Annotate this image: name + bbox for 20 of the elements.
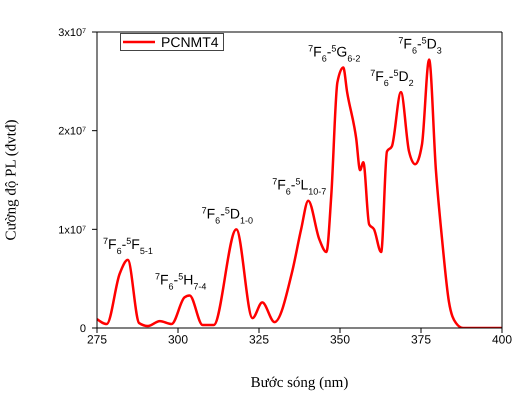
y-axis-title: Cường độ PL (đvtđ) (3, 120, 20, 240)
x-tick-label: 325 (248, 332, 270, 347)
legend-label: PCNMT4 (160, 34, 220, 50)
annotation: $^{7}$F$_{6}$-$^{5}$H$_{7-4}$ (154, 271, 206, 292)
annotation: $^{7}$F$_{6}$-$^{5}$D$_{1-0}$ (202, 205, 254, 226)
annotation: $^{7}$F$_{6}$-$^{5}$L$_{10-7}$ (272, 176, 326, 197)
y-tick-label: 0 (80, 323, 86, 335)
x-tick-label: 300 (168, 332, 188, 347)
x-tick-label: 400 (492, 332, 512, 347)
y-tick-label: 3x10$^{7}$ (58, 27, 86, 39)
y-tick-label: 2x10$^{7}$ (58, 126, 86, 138)
x-tick-label: 350 (330, 332, 350, 347)
x-axis-title: Bước sóng (nm) (250, 375, 348, 391)
y-tick-label: 1x10$^{7}$ (58, 224, 86, 236)
x-tick-label: 375 (410, 332, 432, 347)
annotation: $^{7}$F$_{6}$-$^{5}$D$_{3}$ (398, 36, 442, 56)
annotation: $^{7}$F$_{6}$-$^{5}$F$_{5-1}$ (103, 236, 153, 256)
annotation: $^{7}$F$_{6}$-$^{5}$G$_{6-2}$ (308, 44, 360, 64)
annotation: $^{7}$F$_{6}$-$^{5}$D$_{2}$ (370, 68, 414, 88)
x-tick-label: 275 (86, 332, 108, 347)
